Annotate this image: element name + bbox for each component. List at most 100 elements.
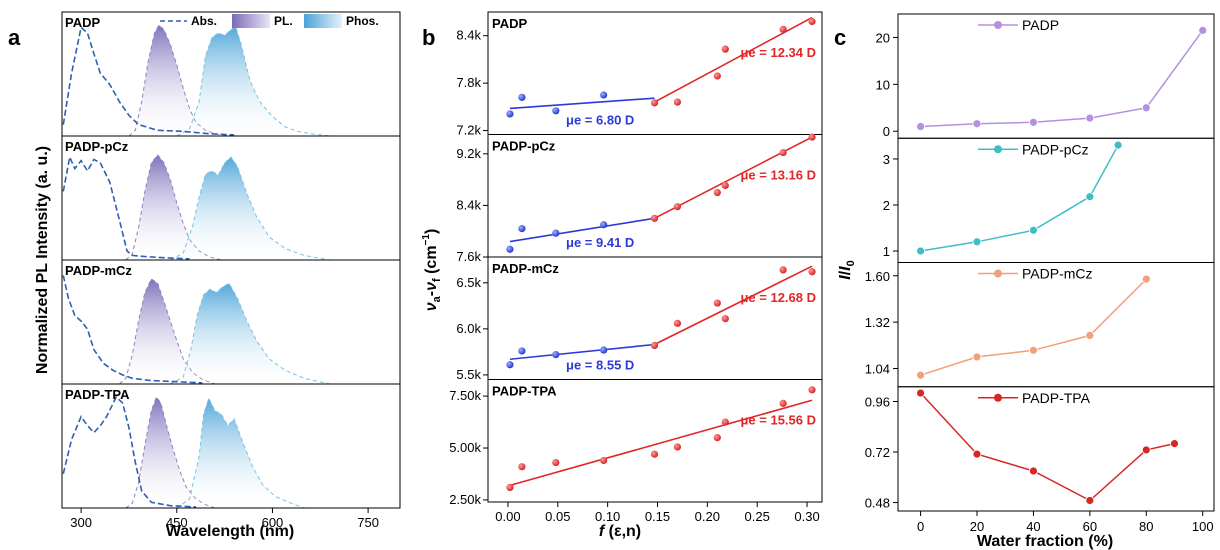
phos-line-PADP-pCz [170,156,330,261]
y-tick-label-c-PADP-2: 20 [876,30,890,45]
series-point-PADP-3 [1085,113,1095,123]
red-point-PADP-TPA-3 [600,456,608,465]
y-tick-label-PADP-1: 7.8k [456,75,481,90]
blue-point-PADP-mCz-0 [506,361,514,369]
blue-point-PADP-3 [600,91,608,99]
y-tick-label-c-PADP-1: 10 [876,77,890,92]
aie-PADP-pCz: 1 2 3 PADP-pCz [883,137,1215,263]
abs-line-PADP-TPA [62,395,196,508]
red-point-PADP-pCz-2 [713,188,721,197]
legend-label-PADP-TPA: PADP-TPA [1022,390,1091,406]
red-point-PADP-TPA-9 [808,386,816,394]
x-tick-label-c-80: 80 [1139,519,1153,534]
y-tick-label-PADP-TPA-0: 2.50k [449,492,481,507]
red-point-PADP-1 [673,98,682,106]
series-point-PADP-1 [972,119,982,129]
legend-label-PADP: PADP [1022,17,1059,33]
subplot-frame-PADP [487,11,823,135]
panel-b-ylabel: νa-νf (cm−1) [421,229,443,312]
series-point-PADP-mCz-4 [1141,274,1151,284]
x-tick-label-b-0.15: 0.15 [645,509,670,524]
blue-point-PADP-pCz-0 [506,245,514,253]
abs-line-PADP-mCz [62,275,203,384]
legend-a: Abs. PL. Phos. [160,14,379,28]
mu-red-PADP: μe = 12.34 D [740,45,816,60]
y-tick-label-c-PADP-mCz-1: 1.32 [865,315,890,330]
y-tick-label-c-PADP-pCz-2: 3 [883,152,890,167]
red-point-PADP-pCz-0 [650,214,659,222]
legend-marker-PADP-TPA [994,393,1002,402]
y-tick-label-c-PADP-mCz-0: 1.04 [865,362,890,377]
blue-point-PADP-mCz-2 [552,351,560,359]
y-tick-label-PADP-mCz-2: 6.5k [456,275,481,290]
y-tick-label-c-PADP-TPA-2: 0.96 [865,394,890,409]
series-point-PADP-TPA-3 [1085,496,1095,505]
phos-fill-PADP-TPA [176,398,305,508]
series-point-PADP-pCz-2 [1029,225,1038,235]
blue-point-PADP-mCz-1 [518,347,526,355]
red-point-PADP-mCz-3 [721,315,729,323]
x-tick-label-b-0.2: 0.20 [695,509,720,524]
y-tick-label-c-PADP-TPA-0: 0.48 [865,496,890,511]
pl-fill-PADP [129,25,228,137]
x-tick-label-c-60: 60 [1083,519,1097,534]
panel-c-ylabel: I/I0 [837,260,857,279]
x-tick-label-c-40: 40 [1026,519,1040,534]
panel-a-ylabel: Normalized PL Intensity (a. u.) [34,146,51,374]
aie-PADP-TPA: 0.48 0.72 0.96 PADP-TPA [865,386,1215,512]
abs-line-PADP [62,25,235,136]
y-tick-label-PADP-mCz-1: 6.0k [456,321,481,336]
sample-label-PADP-pCz: PADP-pCz [492,139,556,154]
panel-a-xlabel: Wavelength (nm) [166,523,294,540]
phos-fill-PADP-pCz [170,157,330,260]
legend-marker-PADP-mCz [994,269,1002,278]
blue-point-PADP-pCz-2 [552,229,560,237]
y-tick-label-c-PADP-pCz-1: 2 [883,198,890,213]
red-point-PADP-TPA-0 [506,483,514,492]
panel-letter-a: a [8,25,21,50]
blue-point-PADP-0 [506,110,514,118]
series-point-PADP-5 [1198,26,1208,35]
blue-fit-PADP [509,97,655,110]
y-tick-label-PADP-2: 8.4k [456,28,481,43]
red-point-PADP-mCz-4 [779,266,787,274]
series-point-PADP-pCz-4 [1113,140,1123,150]
red-point-PADP-TPA-5 [673,443,682,451]
series-line-PADP [920,29,1204,128]
blue-point-PADP-pCz-3 [600,221,608,229]
series-point-PADP-2 [1029,117,1038,127]
phos-fill-PADP-mCz [170,283,330,384]
panel-letter-b: b [422,25,435,50]
panel-a: PADP PADP-pCz PADP-mCz PADP-TPA 300 450 600 750… [61,11,401,530]
y-tick-label-PADP-pCz-2: 9.2k [456,146,481,161]
red-point-PADP-TPA-2 [552,458,560,467]
legend-label-PADP-pCz: PADP-pCz [1022,141,1089,157]
blue-point-PADP-2 [552,107,560,115]
phos-line-PADP-mCz [170,282,330,385]
x-tick-label-b-0.25: 0.25 [745,509,770,524]
series-point-PADP-TPA-2 [1029,466,1038,476]
red-point-PADP-TPA-8 [779,399,787,407]
series-point-PADP-mCz-1 [972,352,982,362]
x-tick-label-b-0.05: 0.05 [545,509,570,524]
series-point-PADP-0 [916,122,925,131]
x-tick-label-c-100: 100 [1192,519,1214,534]
red-point-PADP-3 [721,45,729,53]
y-tick-label-c-PADP-0: 0 [883,124,890,139]
red-point-PADP-4 [779,25,787,33]
y-tick-label-PADP-pCz-1: 8.4k [456,197,481,212]
series-point-PADP-TPA-5 [1170,439,1179,449]
red-point-PADP-mCz-1 [673,319,682,327]
pl-fill-PADP-mCz [119,278,216,384]
mu-red-PADP-TPA: μe = 15.56 D [740,413,816,428]
panel-c-xlabel: Water fraction (%) [977,533,1113,550]
legend-marker-PADP [994,21,1002,29]
series-line-PADP-mCz [920,278,1147,376]
sample-label-PADP-mCz: PADP-mCz [65,263,132,278]
sample-label-PADP: PADP [65,15,100,30]
series-point-PADP-pCz-0 [916,246,925,256]
y-tick-label-PADP-0: 7.2k [456,123,481,138]
blue-point-PADP-pCz-1 [518,225,526,233]
series-point-PADP-mCz-0 [916,370,925,380]
